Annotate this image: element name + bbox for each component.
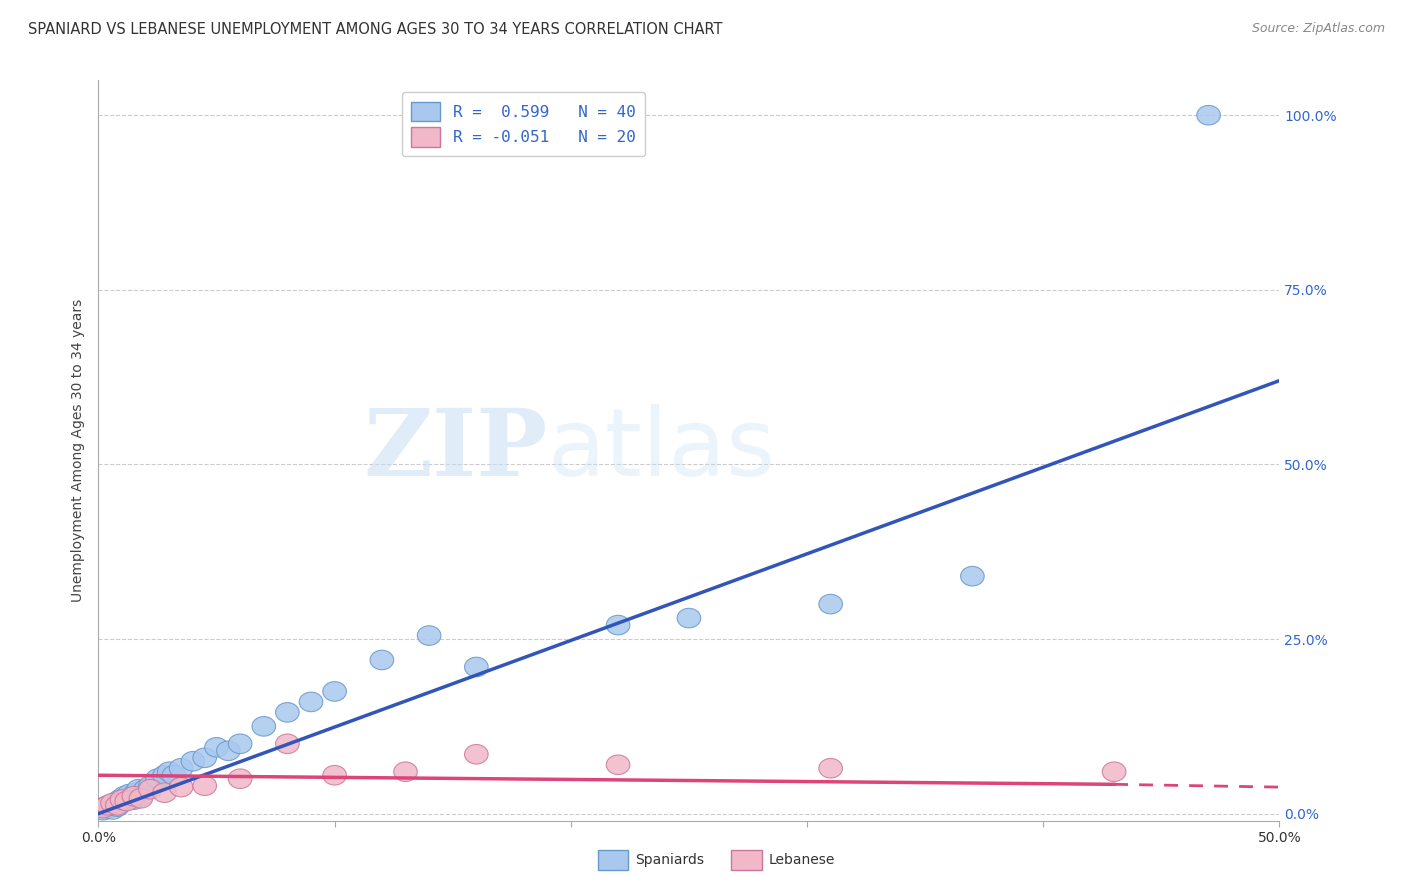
Ellipse shape: [276, 703, 299, 723]
Ellipse shape: [299, 692, 323, 712]
Ellipse shape: [94, 797, 117, 816]
Ellipse shape: [157, 762, 181, 781]
Ellipse shape: [91, 800, 115, 820]
Ellipse shape: [228, 734, 252, 754]
Ellipse shape: [153, 765, 176, 785]
Ellipse shape: [1197, 105, 1220, 125]
Text: Source: ZipAtlas.com: Source: ZipAtlas.com: [1251, 22, 1385, 36]
Ellipse shape: [464, 745, 488, 764]
Ellipse shape: [101, 793, 124, 813]
Ellipse shape: [162, 765, 186, 785]
Ellipse shape: [115, 789, 139, 808]
Ellipse shape: [105, 796, 129, 815]
Text: Lebanese: Lebanese: [769, 853, 835, 867]
Ellipse shape: [110, 791, 134, 811]
Ellipse shape: [134, 780, 157, 799]
Ellipse shape: [98, 796, 122, 815]
Text: atlas: atlas: [547, 404, 776, 497]
Ellipse shape: [678, 608, 700, 628]
Ellipse shape: [101, 800, 124, 819]
Ellipse shape: [169, 758, 193, 778]
Ellipse shape: [129, 787, 153, 806]
Ellipse shape: [464, 657, 488, 677]
Ellipse shape: [124, 783, 148, 803]
Ellipse shape: [323, 765, 346, 785]
Ellipse shape: [115, 791, 139, 811]
Ellipse shape: [110, 790, 134, 809]
Ellipse shape: [122, 790, 146, 809]
Ellipse shape: [108, 790, 132, 809]
Ellipse shape: [96, 796, 120, 815]
Ellipse shape: [193, 776, 217, 796]
Y-axis label: Unemployment Among Ages 30 to 34 years: Unemployment Among Ages 30 to 34 years: [72, 299, 86, 602]
Ellipse shape: [103, 793, 127, 813]
Ellipse shape: [181, 751, 205, 771]
Ellipse shape: [217, 741, 240, 761]
Ellipse shape: [153, 783, 176, 803]
Ellipse shape: [818, 594, 842, 614]
Ellipse shape: [139, 780, 162, 799]
Ellipse shape: [91, 798, 115, 818]
Ellipse shape: [169, 777, 193, 797]
Ellipse shape: [205, 738, 228, 757]
Ellipse shape: [139, 776, 162, 796]
Ellipse shape: [252, 716, 276, 736]
Legend: R =  0.599   N = 40, R = -0.051   N = 20: R = 0.599 N = 40, R = -0.051 N = 20: [402, 92, 645, 156]
Ellipse shape: [127, 780, 150, 799]
Ellipse shape: [112, 787, 136, 806]
Ellipse shape: [193, 748, 217, 767]
Ellipse shape: [960, 566, 984, 586]
Ellipse shape: [105, 797, 129, 816]
Text: Spaniards: Spaniards: [636, 853, 704, 867]
Ellipse shape: [129, 789, 153, 808]
Ellipse shape: [96, 798, 120, 818]
Ellipse shape: [323, 681, 346, 701]
Ellipse shape: [122, 787, 146, 806]
Text: SPANIARD VS LEBANESE UNEMPLOYMENT AMONG AGES 30 TO 34 YEARS CORRELATION CHART: SPANIARD VS LEBANESE UNEMPLOYMENT AMONG …: [28, 22, 723, 37]
Ellipse shape: [146, 769, 169, 789]
Ellipse shape: [370, 650, 394, 670]
Ellipse shape: [276, 734, 299, 754]
Ellipse shape: [818, 758, 842, 778]
Ellipse shape: [117, 784, 141, 804]
Ellipse shape: [228, 769, 252, 789]
Ellipse shape: [606, 615, 630, 635]
Ellipse shape: [394, 762, 418, 781]
Ellipse shape: [418, 626, 441, 645]
Text: ZIP: ZIP: [363, 406, 547, 495]
Ellipse shape: [606, 755, 630, 774]
Ellipse shape: [1102, 762, 1126, 781]
